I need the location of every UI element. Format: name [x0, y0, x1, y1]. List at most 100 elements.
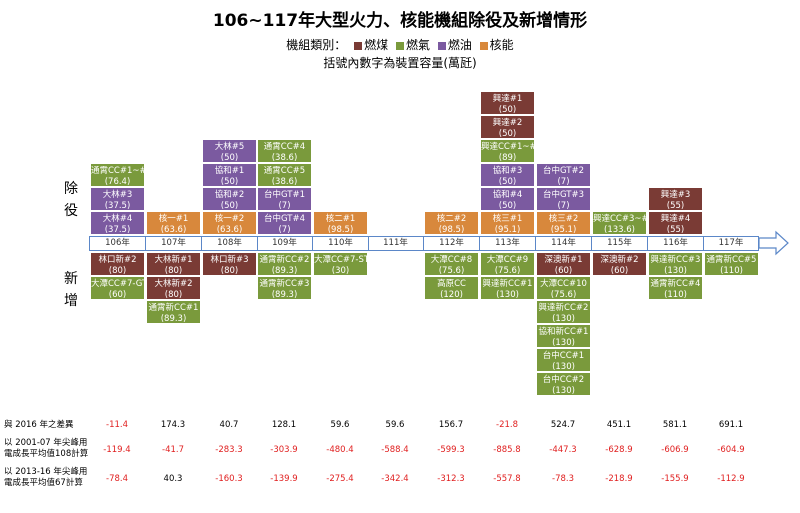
- plant-name: 興達新CC#1: [482, 279, 533, 289]
- plant-name: 台中CC#1: [542, 351, 585, 361]
- plant-box-coal: 興達#1 (50): [480, 91, 535, 115]
- plant-box-gas: 大潭CC#9 (75.6): [480, 252, 535, 276]
- plant-box-nuc: 核三#1 (95.1): [480, 211, 535, 235]
- row-value: -78.3: [552, 474, 574, 484]
- plant-name: 協和新CC#1: [538, 327, 589, 337]
- plant-name: 大潭CC#7-GT: [91, 279, 145, 289]
- plant-capacity: (133.6): [604, 225, 635, 235]
- plant-box-gas: 興達新CC#1 (130): [480, 276, 535, 300]
- year-label: 107年: [146, 237, 202, 250]
- plant-box-coal: 深澳新#1 (60): [536, 252, 591, 276]
- plant-capacity: (89.3): [271, 266, 298, 276]
- plant-name: 核三#2: [548, 214, 579, 224]
- plant-capacity: (50): [220, 201, 239, 211]
- year-label: 114年: [536, 237, 592, 250]
- plant-capacity: (95.1): [550, 225, 577, 235]
- plant-name: 台中GT#1: [263, 190, 305, 200]
- retire-label: 除 役: [64, 181, 78, 219]
- plant-name: 大潭CC#7-ST: [314, 255, 368, 265]
- plant-capacity: (80): [164, 290, 183, 300]
- plant-name: 台中GT#4: [263, 214, 305, 224]
- plant-box-gas: 興達CC#1~#2(89): [480, 139, 535, 163]
- plant-capacity: (89.3): [271, 290, 298, 300]
- legend-label-nuc: 核能: [489, 38, 514, 52]
- plant-capacity: (130): [552, 338, 575, 348]
- row-value: 581.1: [662, 420, 688, 430]
- plant-name: 核二#2: [436, 214, 467, 224]
- legend-swatch-coal: [354, 41, 363, 50]
- plant-box-coal: 大林新#2 (80): [146, 276, 201, 300]
- plant-box-nuc: 核一#2 (63.6): [202, 211, 257, 235]
- plant-capacity: (120): [440, 290, 463, 300]
- row-value: -275.4: [326, 474, 354, 484]
- plant-capacity: (130): [552, 362, 575, 372]
- plant-box-gas: 興達新CC#2 (130): [536, 300, 591, 324]
- plant-name: 台中GT#3: [542, 190, 584, 200]
- year-label: 116年: [648, 237, 704, 250]
- row-value: -885.8: [493, 445, 521, 455]
- plant-box-coal: 興達#3 (55): [648, 187, 703, 211]
- plant-name: 興達CC#3~#5: [593, 214, 646, 224]
- plant-name: 大林新#1: [154, 255, 193, 265]
- plant-name: 台中CC#2: [542, 375, 585, 385]
- plant-capacity: (75.6): [550, 290, 577, 300]
- plant-box-gas: 興達CC#3~#5(133.6): [592, 211, 647, 235]
- plant-name: 興達新CC#2: [538, 303, 589, 313]
- plant-capacity: (110): [664, 290, 687, 300]
- plant-box-coal: 林口新#2 (80): [90, 252, 145, 276]
- plant-name: 高原CC: [437, 279, 466, 289]
- row-value: -11.4: [106, 420, 128, 430]
- row-value: 156.7: [438, 420, 464, 430]
- plant-name: 深澳新#2: [600, 255, 639, 265]
- row-value: -588.4: [381, 445, 409, 455]
- plant-box-gas: 大潭CC#7-GT (60): [90, 276, 145, 300]
- row-label: 與 2016 年之差異: [4, 420, 74, 430]
- plant-name: 通霄新CC#1: [148, 303, 199, 313]
- row-value: 40.3: [163, 474, 183, 484]
- row-value: -155.9: [661, 474, 689, 484]
- plant-capacity: (55): [666, 201, 685, 211]
- plant-name: 大林#3: [102, 190, 133, 200]
- plant-name: 林口新#2: [98, 255, 137, 265]
- plant-capacity: (130): [552, 314, 575, 324]
- plant-capacity: (37.5): [104, 225, 131, 235]
- plant-name: 核一#1: [158, 214, 189, 224]
- plant-capacity: (7): [278, 201, 291, 211]
- plant-capacity: (63.6): [216, 225, 243, 235]
- plant-capacity: (50): [220, 153, 239, 163]
- plant-capacity: (7): [557, 201, 570, 211]
- plant-capacity: (75.6): [494, 266, 521, 276]
- year-label: 108年: [202, 237, 258, 250]
- plant-name: 通霄新CC#4: [650, 279, 701, 289]
- plant-name: 協和#1: [214, 166, 245, 176]
- plant-box-nuc: 核二#1 (98.5): [313, 211, 368, 235]
- plant-box-coal: 興達#4 (55): [648, 211, 703, 235]
- row-value: -628.9: [605, 445, 633, 455]
- plant-capacity: (130): [552, 386, 575, 396]
- plant-name: 協和#3: [492, 166, 523, 176]
- plant-name: 通霄CC#5: [263, 166, 306, 176]
- legend-swatch-oil: [437, 41, 446, 50]
- plant-capacity: (76.4): [104, 177, 131, 187]
- plant-name: 大潭CC#9: [486, 255, 529, 265]
- year-label: 115年: [592, 237, 648, 250]
- year-label: 111年: [368, 237, 424, 250]
- plant-name: 核二#1: [325, 214, 356, 224]
- plant-capacity: (63.6): [160, 225, 187, 235]
- row-value: -480.4: [326, 445, 354, 455]
- plant-box-oil: 台中GT#3 (7): [536, 187, 591, 211]
- legend: 機組類別： 燃煤 燃氣 燃油 核能: [0, 36, 800, 53]
- plant-capacity: (30): [331, 266, 350, 276]
- row-value: -606.9: [661, 445, 689, 455]
- plant-capacity: (89): [498, 153, 517, 163]
- year-label: 106年: [90, 237, 146, 250]
- plant-capacity: (60): [108, 290, 127, 300]
- plant-capacity: (89.3): [160, 314, 187, 324]
- plant-name: 興達新CC#3: [650, 255, 701, 265]
- row-value: 174.3: [160, 420, 186, 430]
- plant-box-gas: 協和新CC#1 (130): [536, 324, 591, 348]
- plant-capacity: (110): [720, 266, 743, 276]
- plant-box-coal: 深澳新#2 (60): [592, 252, 647, 276]
- row-value: -218.9: [605, 474, 633, 484]
- row-value: -604.9: [717, 445, 745, 455]
